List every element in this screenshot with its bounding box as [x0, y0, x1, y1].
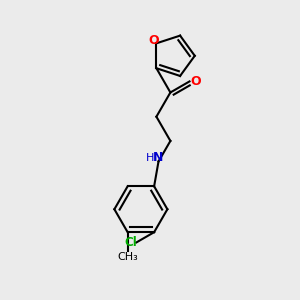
Text: O: O: [191, 75, 201, 88]
Text: Cl: Cl: [124, 236, 137, 249]
Text: H: H: [146, 153, 154, 163]
Text: O: O: [148, 34, 159, 47]
Text: CH₃: CH₃: [117, 252, 138, 262]
Text: N: N: [153, 152, 164, 164]
